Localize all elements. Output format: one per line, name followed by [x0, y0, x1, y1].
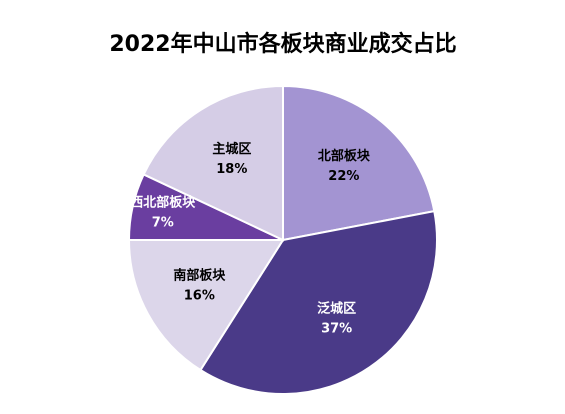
pie-slice — [282, 84, 436, 242]
pie-slice — [142, 84, 284, 242]
value-label: 16% — [184, 288, 215, 303]
value-label: 7% — [152, 216, 174, 231]
pie-slice — [127, 239, 285, 372]
pie-slice — [199, 209, 438, 395]
value-label: 22% — [328, 169, 359, 184]
slice-label: 西北部板块 — [130, 195, 196, 211]
slice-label: 泛城区 — [317, 300, 356, 316]
value-label: 37% — [321, 321, 352, 336]
slice-label: 北部板块 — [318, 148, 371, 164]
slice-label: 主城区 — [212, 141, 251, 157]
value-label: 18% — [216, 162, 247, 177]
slice-label: 南部板块 — [173, 267, 226, 283]
chart-title: 2022年中山市各板块商业成交占比 — [109, 31, 456, 57]
